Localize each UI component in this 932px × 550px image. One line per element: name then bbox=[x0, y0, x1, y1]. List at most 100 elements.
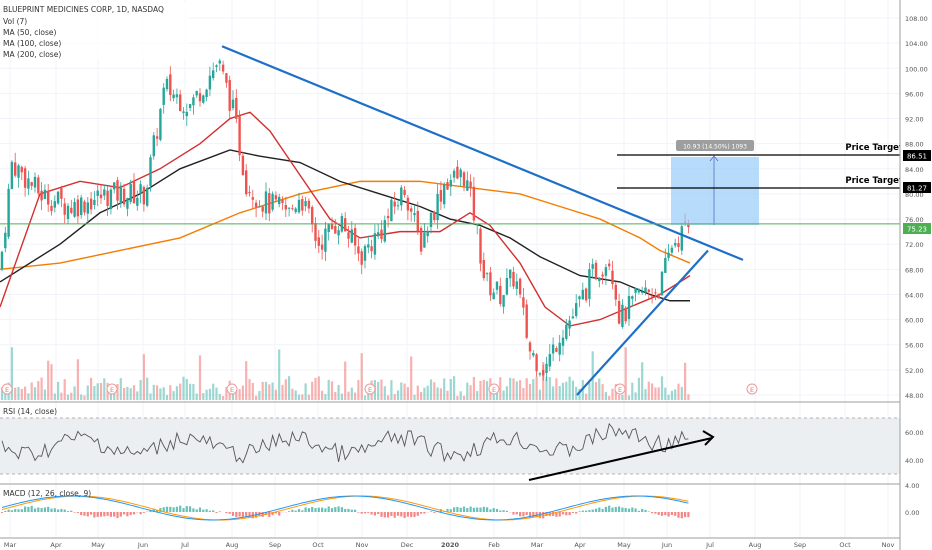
macd-histogram-bar bbox=[363, 512, 367, 514]
candle-body bbox=[594, 262, 598, 280]
rsi-trendline[interactable] bbox=[528, 437, 713, 481]
macd-histogram-bar bbox=[472, 507, 475, 512]
volume-bar bbox=[443, 378, 446, 400]
candle-body bbox=[413, 213, 416, 216]
volume-bar bbox=[647, 381, 650, 400]
macd-histogram-bar bbox=[231, 512, 235, 516]
candle-body bbox=[307, 200, 311, 209]
symbol-title[interactable]: BLUEPRINT MEDICINES CORP, 1D, NASDAQ bbox=[3, 5, 164, 14]
ma50-indicator-label[interactable]: MA (50, close) bbox=[3, 28, 57, 37]
candle-body bbox=[416, 210, 419, 232]
volume-bar bbox=[660, 376, 664, 400]
time-axis-label: May bbox=[617, 541, 631, 549]
macd-histogram-bar bbox=[637, 510, 640, 512]
macd-indicator-label[interactable]: MACD (12, 26, close, 9) bbox=[3, 489, 91, 498]
volume-bar bbox=[50, 364, 53, 400]
candle-body bbox=[380, 229, 383, 240]
macd-line bbox=[1, 495, 689, 521]
volume-bar bbox=[594, 382, 598, 400]
macd-histogram-bar bbox=[225, 512, 228, 514]
candle-body bbox=[4, 232, 7, 249]
volume-bar bbox=[139, 379, 142, 400]
volume-bar bbox=[324, 394, 327, 400]
volume-bar bbox=[476, 391, 479, 400]
candle-body bbox=[235, 97, 238, 119]
candle-body bbox=[641, 291, 644, 293]
macd-histogram-bar bbox=[687, 512, 690, 518]
candle-body bbox=[512, 271, 515, 287]
volume-bar bbox=[548, 377, 551, 400]
candle-body bbox=[14, 162, 17, 176]
volume-bar bbox=[466, 382, 469, 400]
candle-body bbox=[76, 199, 80, 217]
volume-bar bbox=[264, 381, 268, 400]
earnings-marker bbox=[1, 383, 13, 395]
candle-body bbox=[179, 94, 182, 112]
candle-body bbox=[588, 269, 591, 299]
time-axis-label: Aug bbox=[226, 541, 239, 549]
macd-histogram-bar bbox=[482, 506, 485, 512]
macd-histogram-bar bbox=[627, 508, 631, 512]
price-axis-label: 68.00 bbox=[905, 266, 924, 274]
vol-indicator-label[interactable]: Vol (7) bbox=[3, 17, 27, 26]
candle-body bbox=[86, 202, 89, 214]
earnings-marker bbox=[614, 383, 626, 395]
macd-histogram-bar bbox=[264, 512, 268, 515]
volume-bar bbox=[644, 389, 647, 400]
macd-histogram-bar bbox=[561, 512, 565, 515]
macd-histogram-bar bbox=[502, 510, 505, 512]
macd-histogram-bar bbox=[373, 512, 376, 516]
volume-bar bbox=[631, 382, 634, 400]
macd-histogram-bar bbox=[73, 512, 76, 513]
candle-body bbox=[172, 94, 175, 99]
volume-bar bbox=[20, 388, 23, 400]
volume-bar bbox=[27, 393, 30, 400]
volume-bar bbox=[0, 387, 4, 400]
macd-histogram-bar bbox=[142, 512, 145, 513]
ma100-indicator-label[interactable]: MA (100, close) bbox=[3, 39, 61, 48]
volume-bar bbox=[238, 389, 241, 400]
price-target-label-1: Price Target bbox=[845, 143, 903, 153]
macd-histogram-bar bbox=[647, 511, 650, 512]
candle-body bbox=[334, 225, 337, 234]
macd-histogram-bar bbox=[585, 510, 588, 512]
volume-bar bbox=[274, 389, 277, 400]
volume-bar bbox=[304, 383, 307, 400]
macd-histogram-bar bbox=[476, 507, 479, 512]
candle-body bbox=[20, 167, 23, 173]
candle-body bbox=[195, 90, 198, 96]
candle-body bbox=[667, 252, 670, 258]
macd-histogram-bar bbox=[594, 508, 598, 512]
macd-histogram-bar bbox=[304, 507, 307, 512]
volume-bar bbox=[205, 389, 208, 400]
volume-bar bbox=[149, 393, 152, 400]
macd-histogram-bar bbox=[301, 510, 304, 512]
volume-bar bbox=[268, 384, 271, 400]
candle-body bbox=[452, 170, 456, 178]
volume-bar bbox=[291, 388, 294, 400]
volume-bar bbox=[96, 383, 99, 400]
ascending-trendline[interactable] bbox=[576, 249, 709, 396]
price-axis-label: 52.00 bbox=[905, 367, 924, 375]
candle-body bbox=[601, 274, 604, 277]
volume-bar bbox=[189, 383, 192, 400]
ma200-indicator-label[interactable]: MA (200, close) bbox=[3, 50, 61, 59]
rsi-indicator-label[interactable]: RSI (14, close) bbox=[3, 407, 57, 416]
macd-histogram-bar bbox=[215, 512, 218, 513]
macd-histogram-bar bbox=[568, 512, 571, 516]
macd-histogram-bar bbox=[674, 512, 677, 516]
macd-histogram-bar bbox=[340, 507, 343, 512]
macd-axis-label: 0.00 bbox=[905, 509, 919, 517]
macd-histogram-bar bbox=[528, 512, 532, 518]
volume-bar bbox=[350, 387, 353, 400]
candle-body bbox=[66, 205, 70, 220]
macd-histogram-bar bbox=[43, 507, 46, 512]
macd-histogram-bar bbox=[588, 510, 591, 512]
candle-body bbox=[396, 205, 400, 207]
candle-body bbox=[353, 228, 357, 246]
macd-histogram-bar bbox=[387, 512, 390, 518]
candle-body bbox=[221, 64, 225, 72]
macd-histogram-bar bbox=[156, 509, 159, 512]
price-axis-label: 72.00 bbox=[905, 241, 924, 249]
